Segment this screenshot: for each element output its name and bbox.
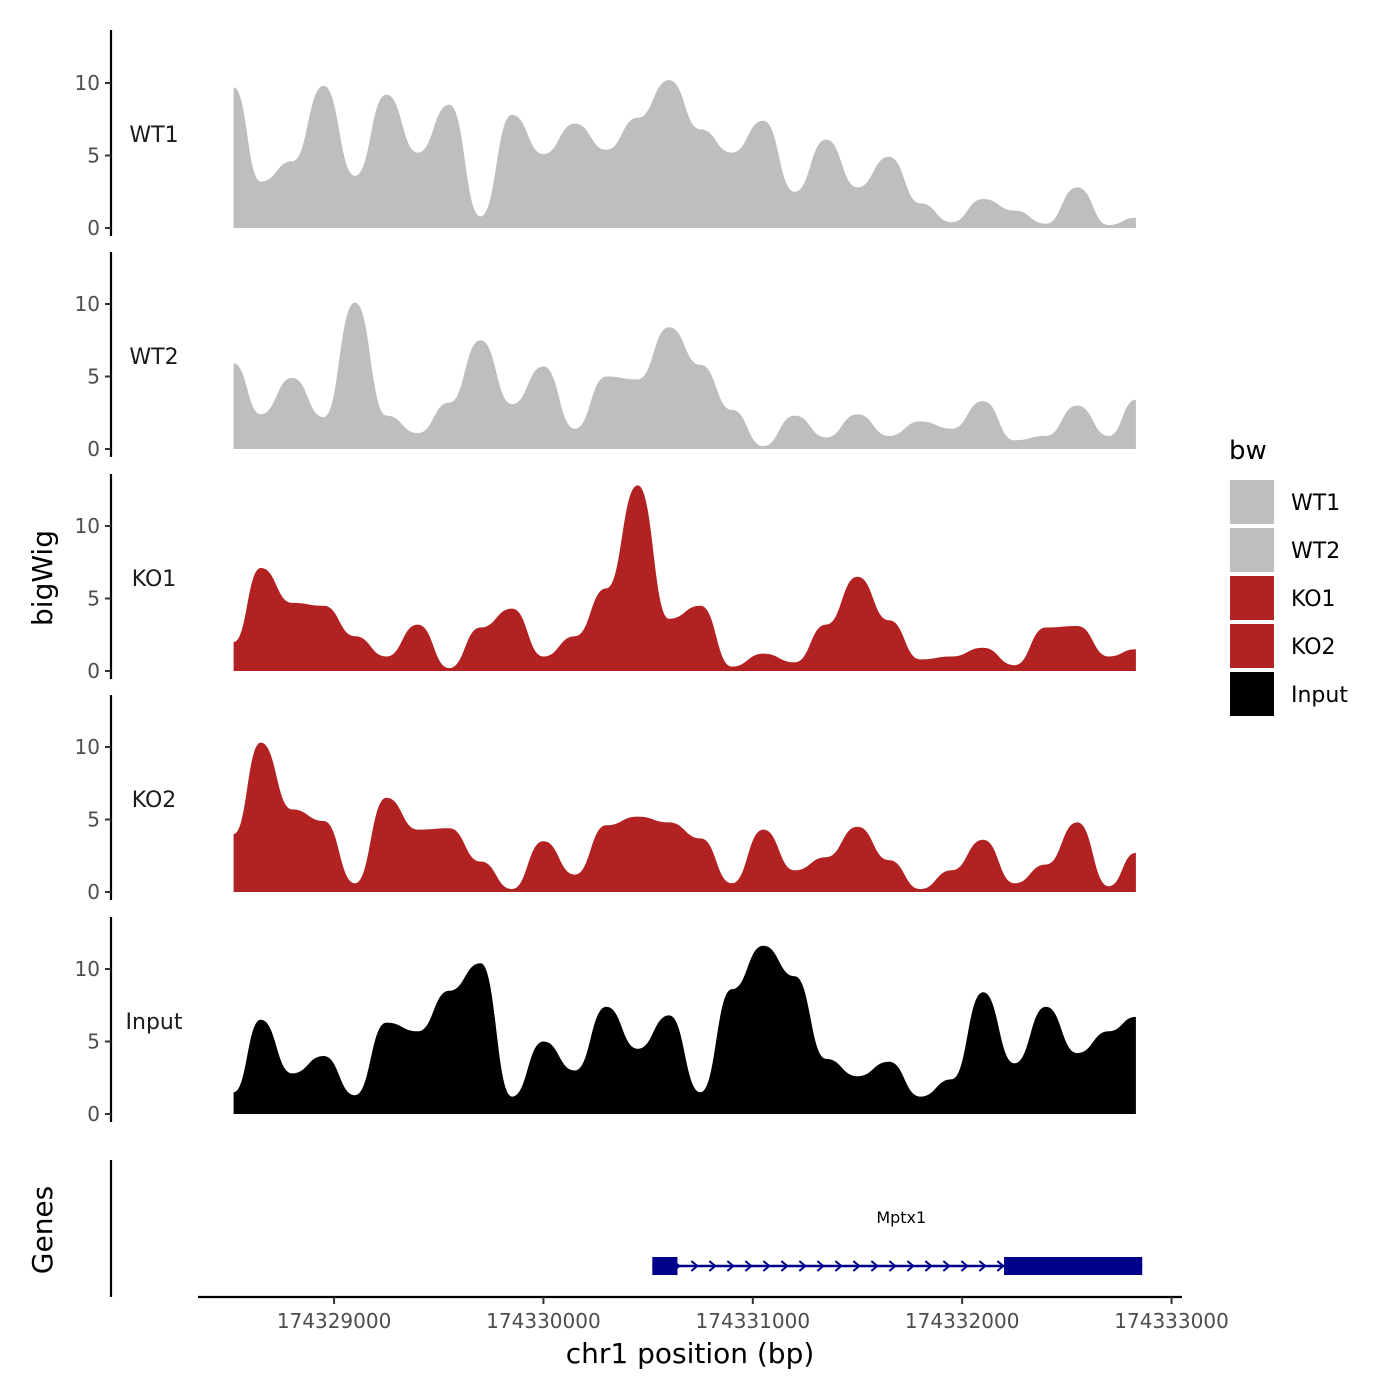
- strand-arrow: [744, 1260, 753, 1272]
- y-tick-label: 5: [87, 365, 100, 389]
- y-tick-label: 0: [87, 1102, 100, 1126]
- strand-arrow: [924, 1260, 933, 1272]
- y-tick-label: 10: [75, 71, 100, 95]
- strand-arrow: [708, 1260, 717, 1272]
- genes-panel-label: Genes: [26, 1186, 59, 1274]
- strand-arrow: [960, 1260, 969, 1272]
- legend-label: KO1: [1291, 587, 1336, 612]
- legend-item-WT2: WT2: [1230, 528, 1340, 572]
- x-tick-label: 174333000: [1114, 1309, 1229, 1333]
- x-tick-label: 174330000: [486, 1309, 601, 1333]
- strand-arrow: [942, 1260, 951, 1272]
- x-axis: chr1 position (bp) 174329000 174330000 174…: [198, 1295, 1229, 1370]
- track-Input: 0 5 10 Input: [75, 917, 1136, 1126]
- y-tick-label: 0: [87, 437, 100, 461]
- gene-exon: [1004, 1257, 1143, 1275]
- y-tick-label: 5: [87, 587, 100, 611]
- gene-Mptx1: Mptx1: [652, 1208, 1143, 1275]
- strand-arrow: [762, 1260, 771, 1272]
- legend-item-Input: Input: [1230, 672, 1348, 716]
- strand-arrow: [690, 1260, 699, 1272]
- tracks-layer: 0 5 10 WT1 0 5 10 WT2 0 5 10 KO1 0 5 10 KO2 0 5 10 Input: [75, 30, 1136, 1126]
- coverage-area-KO2: [233, 742, 1136, 892]
- legend: bw WT1 WT2 KO1 KO2 Input: [1229, 436, 1348, 716]
- legend-label: WT2: [1291, 539, 1340, 564]
- coverage-area-WT2: [233, 302, 1136, 449]
- legend-item-KO2: KO2: [1230, 624, 1336, 668]
- strand-arrow: [888, 1260, 897, 1272]
- track-KO2: 0 5 10 KO2: [75, 695, 1136, 904]
- y-tick-label: 10: [75, 514, 100, 538]
- track-label-KO1: KO1: [132, 567, 177, 592]
- y-tick-label: 10: [75, 735, 100, 759]
- strand-arrow: [906, 1260, 915, 1272]
- y-axis-title: bigWig: [26, 530, 59, 626]
- track-label-WT2: WT2: [129, 345, 178, 370]
- strand-arrow: [978, 1260, 987, 1272]
- gene-exon: [652, 1257, 678, 1275]
- x-tick-label: 174329000: [277, 1309, 392, 1333]
- strand-arrow: [834, 1260, 843, 1272]
- coverage-area-Input: [233, 945, 1136, 1114]
- y-tick-label: 5: [87, 808, 100, 832]
- legend-item-WT1: WT1: [1230, 480, 1340, 524]
- strand-arrow: [726, 1260, 735, 1272]
- track-label-KO2: KO2: [132, 788, 177, 813]
- genes-panel: Genes Mptx1: [26, 1160, 1143, 1297]
- track-KO1: 0 5 10 KO1: [75, 474, 1136, 683]
- legend-label: Input: [1291, 683, 1348, 708]
- legend-label: KO2: [1291, 635, 1336, 660]
- y-tick-label: 0: [87, 659, 100, 683]
- strand-arrow: [780, 1260, 789, 1272]
- legend-key: [1230, 576, 1274, 620]
- y-tick-label: 10: [75, 292, 100, 316]
- strand-arrow: [870, 1260, 879, 1272]
- track-WT2: 0 5 10 WT2: [75, 252, 1136, 461]
- y-tick-label: 5: [87, 1030, 100, 1054]
- y-tick-label: 5: [87, 144, 100, 168]
- track-label-Input: Input: [126, 1010, 183, 1035]
- x-tick-label: 174331000: [696, 1309, 811, 1333]
- track-WT1: 0 5 10 WT1: [75, 30, 1136, 240]
- legend-key: [1230, 672, 1274, 716]
- legend-title: bw: [1229, 436, 1267, 466]
- x-tick-label: 174332000: [905, 1309, 1020, 1333]
- legend-key: [1230, 528, 1274, 572]
- strand-arrow: [798, 1260, 807, 1272]
- x-axis-title: chr1 position (bp): [566, 1337, 815, 1370]
- y-tick-label: 0: [87, 880, 100, 904]
- strand-arrow: [996, 1260, 1005, 1272]
- legend-key: [1230, 624, 1274, 668]
- strand-arrow: [852, 1260, 861, 1272]
- strand-arrow: [816, 1260, 825, 1272]
- gene-name-label: Mptx1: [876, 1208, 926, 1227]
- y-tick-label: 0: [87, 216, 100, 240]
- y-tick-label: 10: [75, 957, 100, 981]
- legend-item-KO1: KO1: [1230, 576, 1336, 620]
- track-label-WT1: WT1: [129, 123, 178, 148]
- legend-label: WT1: [1291, 491, 1340, 516]
- legend-key: [1230, 480, 1274, 524]
- coverage-area-WT1: [233, 80, 1136, 228]
- coverage-area-KO1: [233, 485, 1136, 671]
